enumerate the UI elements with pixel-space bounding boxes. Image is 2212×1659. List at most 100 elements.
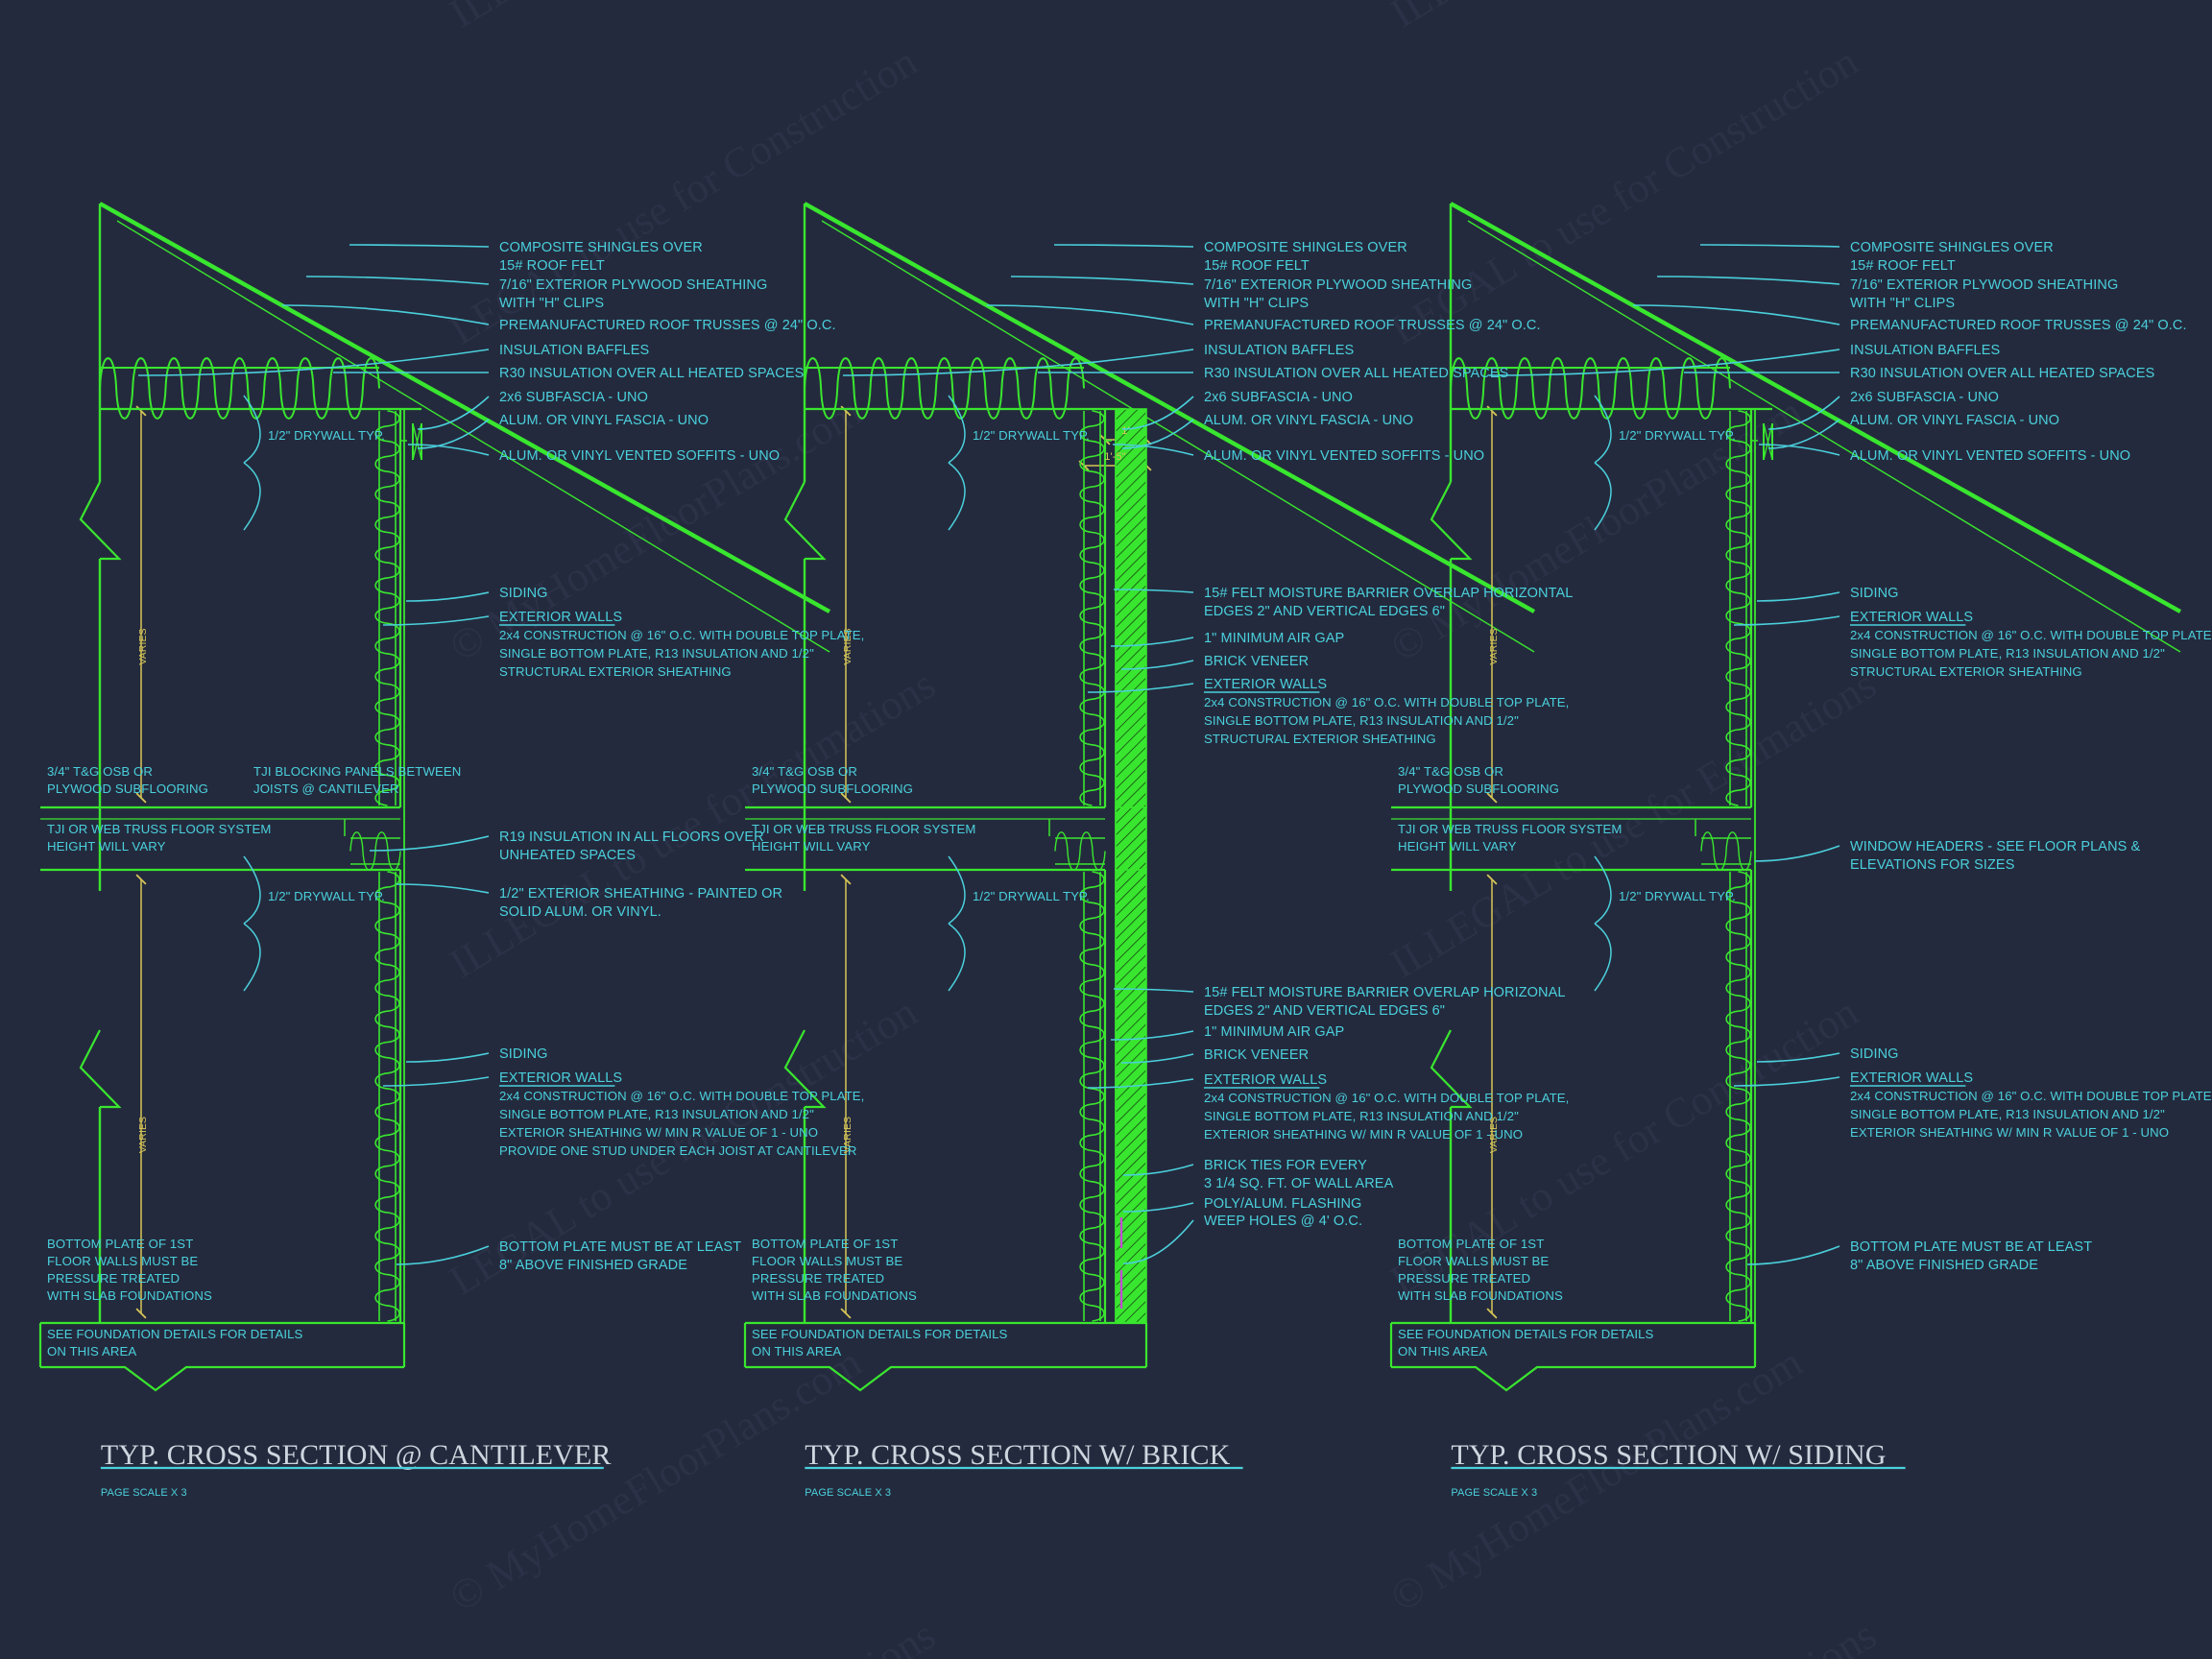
svg-text:SEE FOUNDATION DETAILS FOR DET: SEE FOUNDATION DETAILS FOR DETAILS: [1398, 1327, 1654, 1341]
svg-text:ALUM. OR VINYL FASCIA - UNO: ALUM. OR VINYL FASCIA - UNO: [1204, 413, 1413, 428]
svg-text:STRUCTURAL EXTERIOR SHEATHING: STRUCTURAL EXTERIOR SHEATHING: [1850, 664, 2082, 679]
svg-text:3/4" T&G OSB OR: 3/4" T&G OSB OR: [47, 764, 153, 779]
svg-text:FLOOR WALLS MUST BE: FLOOR WALLS MUST BE: [752, 1254, 902, 1268]
svg-text:PLYWOOD SUBFLOORING: PLYWOOD SUBFLOORING: [752, 781, 913, 796]
svg-text:WITH SLAB FOUNDATIONS: WITH SLAB FOUNDATIONS: [47, 1288, 212, 1303]
svg-text:2x4 CONSTRUCTION @ 16" O.C. WI: 2x4 CONSTRUCTION @ 16" O.C. WITH DOUBLE …: [499, 628, 864, 642]
svg-text:ALUM. OR VINYL FASCIA - UNO: ALUM. OR VINYL FASCIA - UNO: [499, 413, 709, 428]
svg-text:1/2" DRYWALL TYP.: 1/2" DRYWALL TYP.: [973, 428, 1090, 443]
svg-text:SINGLE BOTTOM PLATE, R13 INSUL: SINGLE BOTTOM PLATE, R13 INSULATION AND …: [1204, 713, 1519, 728]
svg-text:SINGLE BOTTOM PLATE, R13 INSUL: SINGLE BOTTOM PLATE, R13 INSULATION AND …: [1850, 1107, 2165, 1121]
svg-text:SIDING: SIDING: [1850, 586, 1899, 601]
svg-text:PREMANUFACTURED ROOF TRUSSES @: PREMANUFACTURED ROOF TRUSSES @ 24" O.C.: [1850, 318, 2187, 333]
svg-text:3 1/4 SQ. FT. OF WALL AREA: 3 1/4 SQ. FT. OF WALL AREA: [1204, 1176, 1394, 1191]
svg-text:ALUM. OR VINYL VENTED SOFFITS: ALUM. OR VINYL VENTED SOFFITS - UNO: [499, 448, 780, 464]
svg-text:ELEVATIONS FOR SIZES: ELEVATIONS FOR SIZES: [1850, 857, 2014, 873]
svg-text:PAGE SCALE X 3: PAGE SCALE X 3: [805, 1487, 891, 1499]
svg-text:PRESSURE TREATED: PRESSURE TREATED: [752, 1271, 884, 1286]
svg-text:2x4 CONSTRUCTION @ 16" O.C. WI: 2x4 CONSTRUCTION @ 16" O.C. WITH DOUBLE …: [499, 1089, 864, 1103]
svg-text:8" ABOVE FINISHED GRADE: 8" ABOVE FINISHED GRADE: [1850, 1258, 2038, 1273]
svg-text:SIDING: SIDING: [499, 586, 548, 601]
svg-text:SIDING: SIDING: [1850, 1046, 1899, 1062]
svg-text:FLOOR WALLS MUST BE: FLOOR WALLS MUST BE: [47, 1254, 198, 1268]
svg-text:PAGE SCALE X 3: PAGE SCALE X 3: [1451, 1487, 1537, 1499]
svg-text:BOTTOM PLATE MUST BE AT LEAST: BOTTOM PLATE MUST BE AT LEAST: [499, 1239, 741, 1255]
svg-text:SINGLE BOTTOM PLATE, R13 INSUL: SINGLE BOTTOM PLATE, R13 INSULATION AND …: [1204, 1109, 1519, 1123]
svg-text:JOISTS @ CANTILEVER: JOISTS @ CANTILEVER: [253, 781, 399, 796]
svg-text:EXTERIOR SHEATHING W/ MIN R VA: EXTERIOR SHEATHING W/ MIN R VALUE OF 1 -…: [499, 1125, 818, 1140]
svg-text:R19 INSULATION IN ALL FLOORS O: R19 INSULATION IN ALL FLOORS OVER: [499, 830, 764, 845]
svg-text:1/2" DRYWALL TYP.: 1/2" DRYWALL TYP.: [1619, 889, 1736, 903]
svg-text:PLYWOOD SUBFLOORING: PLYWOOD SUBFLOORING: [47, 781, 208, 796]
svg-text:7/16" EXTERIOR PLYWOOD SHEATHI: 7/16" EXTERIOR PLYWOOD SHEATHING: [499, 277, 767, 293]
svg-text:2x4 CONSTRUCTION @ 16" O.C. WI: 2x4 CONSTRUCTION @ 16" O.C. WITH DOUBLE …: [1850, 628, 2212, 642]
svg-text:TJI OR WEB TRUSS FLOOR SYSTEM: TJI OR WEB TRUSS FLOOR SYSTEM: [752, 822, 975, 836]
svg-text:TYP. CROSS SECTION W/ BRICK: TYP. CROSS SECTION W/ BRICK: [805, 1439, 1230, 1471]
svg-text:TYP. CROSS SECTION W/ SIDING: TYP. CROSS SECTION W/ SIDING: [1451, 1439, 1886, 1471]
svg-text:2x4 CONSTRUCTION @ 16" O.C. WI: 2x4 CONSTRUCTION @ 16" O.C. WITH DOUBLE …: [1204, 1091, 1569, 1105]
svg-text:PREMANUFACTURED ROOF TRUSSES @: PREMANUFACTURED ROOF TRUSSES @ 24" O.C.: [499, 318, 836, 333]
svg-text:2x6 SUBFASCIA - UNO: 2x6 SUBFASCIA - UNO: [499, 390, 648, 405]
svg-text:WITH SLAB FOUNDATIONS: WITH SLAB FOUNDATIONS: [1398, 1288, 1563, 1303]
svg-text:EXTERIOR SHEATHING W/ MIN R VA: EXTERIOR SHEATHING W/ MIN R VALUE OF 1 -…: [1204, 1127, 1523, 1142]
svg-text:2x6 SUBFASCIA - UNO: 2x6 SUBFASCIA - UNO: [1850, 390, 1999, 405]
svg-text:BRICK VENEER: BRICK VENEER: [1204, 1047, 1309, 1063]
svg-text:HEIGHT WILL VARY: HEIGHT WILL VARY: [47, 839, 166, 854]
svg-text:ALUM. OR VINYL VENTED SOFFITS: ALUM. OR VINYL VENTED SOFFITS - UNO: [1204, 448, 1484, 464]
svg-text:1/2" DRYWALL TYP.: 1/2" DRYWALL TYP.: [268, 889, 385, 903]
svg-text:SINGLE BOTTOM PLATE, R13 INSUL: SINGLE BOTTOM PLATE, R13 INSULATION AND …: [499, 646, 814, 661]
svg-text:15# ROOF FELT: 15# ROOF FELT: [499, 258, 605, 274]
svg-text:COMPOSITE SHINGLES OVER: COMPOSITE SHINGLES OVER: [499, 240, 703, 255]
svg-text:ON THIS AREA: ON THIS AREA: [47, 1344, 136, 1358]
svg-text:WITH "H" CLIPS: WITH "H" CLIPS: [499, 296, 604, 311]
svg-text:EXTERIOR WALLS: EXTERIOR WALLS: [1204, 1072, 1327, 1088]
svg-text:HEIGHT WILL VARY: HEIGHT WILL VARY: [1398, 839, 1517, 854]
svg-text:INSULATION BAFFLES: INSULATION BAFFLES: [499, 343, 649, 358]
svg-text:FLOOR WALLS MUST BE: FLOOR WALLS MUST BE: [1398, 1254, 1549, 1268]
svg-text:EDGES 2" AND VERTICAL EDGES 6": EDGES 2" AND VERTICAL EDGES 6": [1204, 604, 1445, 619]
svg-text:3/4" T&G OSB OR: 3/4" T&G OSB OR: [1398, 764, 1503, 779]
svg-text:2x4 CONSTRUCTION @ 16" O.C. WI: 2x4 CONSTRUCTION @ 16" O.C. WITH DOUBLE …: [1850, 1089, 2212, 1103]
svg-text:2x4 CONSTRUCTION @ 16" O.C. WI: 2x4 CONSTRUCTION @ 16" O.C. WITH DOUBLE …: [1204, 695, 1569, 709]
svg-text:BOTTOM PLATE OF 1ST: BOTTOM PLATE OF 1ST: [47, 1237, 193, 1251]
svg-text:BOTTOM PLATE MUST BE AT LEAST: BOTTOM PLATE MUST BE AT LEAST: [1850, 1239, 2092, 1255]
svg-text:TJI OR WEB TRUSS FLOOR SYSTEM: TJI OR WEB TRUSS FLOOR SYSTEM: [1398, 822, 1622, 836]
svg-text:PLYWOOD SUBFLOORING: PLYWOOD SUBFLOORING: [1398, 781, 1559, 796]
svg-text:R30 INSULATION OVER ALL HEATED: R30 INSULATION OVER ALL HEATED SPACES: [1204, 366, 1508, 381]
svg-text:R30 INSULATION OVER ALL HEATED: R30 INSULATION OVER ALL HEATED SPACES: [499, 366, 804, 381]
svg-text:1/2" DRYWALL TYP.: 1/2" DRYWALL TYP.: [268, 428, 385, 443]
svg-text:7/16" EXTERIOR PLYWOOD SHEATHI: 7/16" EXTERIOR PLYWOOD SHEATHING: [1850, 277, 2118, 293]
svg-text:7/16" EXTERIOR PLYWOOD SHEATHI: 7/16" EXTERIOR PLYWOOD SHEATHING: [1204, 277, 1472, 293]
svg-text:EDGES 2" AND VERTICAL EDGES 6": EDGES 2" AND VERTICAL EDGES 6": [1204, 1003, 1445, 1019]
svg-text:PAGE SCALE X 3: PAGE SCALE X 3: [101, 1487, 187, 1499]
svg-text:ON THIS AREA: ON THIS AREA: [1398, 1344, 1487, 1358]
svg-text:3/4" T&G OSB OR: 3/4" T&G OSB OR: [752, 764, 857, 779]
svg-text:SEE FOUNDATION DETAILS FOR DET: SEE FOUNDATION DETAILS FOR DETAILS: [752, 1327, 1008, 1341]
svg-text:R30 INSULATION OVER ALL HEATED: R30 INSULATION OVER ALL HEATED SPACES: [1850, 366, 2154, 381]
svg-text:15# FELT MOISTURE BARRIER OVER: 15# FELT MOISTURE BARRIER OVERLAP HORIZO…: [1204, 985, 1566, 1000]
svg-text:VARIES: VARIES: [137, 628, 149, 664]
svg-text:POLY/ALUM. FLASHING: POLY/ALUM. FLASHING: [1204, 1196, 1361, 1212]
svg-text:HEIGHT WILL VARY: HEIGHT WILL VARY: [752, 839, 871, 854]
svg-text:TJI BLOCKING PANELS BETWEEN: TJI BLOCKING PANELS BETWEEN: [253, 764, 461, 779]
svg-text:WINDOW HEADERS - SEE FLOOR PLA: WINDOW HEADERS - SEE FLOOR PLANS &: [1850, 839, 2141, 854]
svg-text:COMPOSITE SHINGLES OVER: COMPOSITE SHINGLES OVER: [1204, 240, 1407, 255]
svg-text:COMPOSITE SHINGLES OVER: COMPOSITE SHINGLES OVER: [1850, 240, 2054, 255]
svg-text:BRICK TIES FOR EVERY: BRICK TIES FOR EVERY: [1204, 1158, 1367, 1173]
svg-text:15# ROOF FELT: 15# ROOF FELT: [1850, 258, 1956, 274]
svg-text:1/2" DRYWALL TYP.: 1/2" DRYWALL TYP.: [973, 889, 1090, 903]
svg-text:PROVIDE ONE STUD UNDER EACH JO: PROVIDE ONE STUD UNDER EACH JOIST AT CAN…: [499, 1143, 857, 1158]
svg-text:VARIES: VARIES: [137, 1117, 149, 1153]
svg-text:TJI OR WEB TRUSS FLOOR SYSTEM: TJI OR WEB TRUSS FLOOR SYSTEM: [47, 822, 271, 836]
svg-text:EXTERIOR WALLS: EXTERIOR WALLS: [1850, 1070, 1973, 1086]
svg-text:PREMANUFACTURED ROOF TRUSSES @: PREMANUFACTURED ROOF TRUSSES @ 24" O.C.: [1204, 318, 1541, 333]
svg-text:1" MINIMUM AIR GAP: 1" MINIMUM AIR GAP: [1204, 1024, 1344, 1040]
svg-text:INSULATION BAFFLES: INSULATION BAFFLES: [1850, 343, 2000, 358]
svg-text:EXTERIOR SHEATHING W/ MIN R VA: EXTERIOR SHEATHING W/ MIN R VALUE OF 1 -…: [1850, 1125, 2169, 1140]
svg-text:EXTERIOR WALLS: EXTERIOR WALLS: [499, 610, 622, 625]
svg-text:PRESSURE TREATED: PRESSURE TREATED: [1398, 1271, 1530, 1286]
svg-text:15# FELT MOISTURE BARRIER OVER: 15# FELT MOISTURE BARRIER OVERLAP HORIZO…: [1204, 586, 1573, 601]
svg-text:1/2" DRYWALL TYP.: 1/2" DRYWALL TYP.: [1619, 428, 1736, 443]
svg-text:SOLID ALUM. OR VINYL.: SOLID ALUM. OR VINYL.: [499, 904, 661, 920]
svg-text:EXTERIOR WALLS: EXTERIOR WALLS: [1204, 677, 1327, 692]
